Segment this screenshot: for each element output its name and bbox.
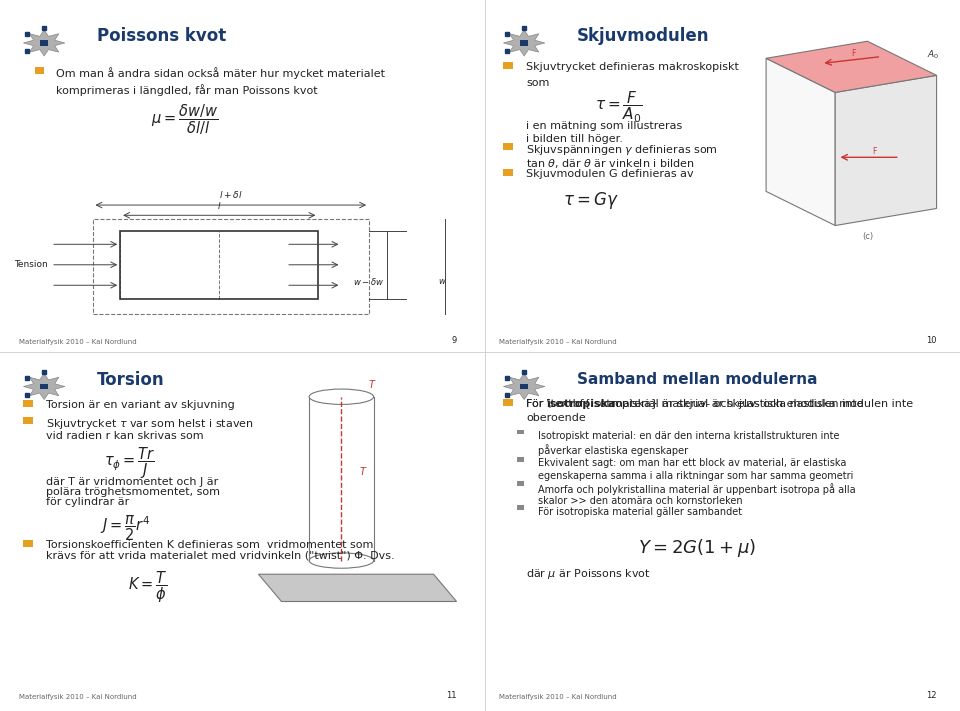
Text: Torsion: Torsion bbox=[97, 370, 165, 389]
Text: polära tröghetsmomentet, som: polära tröghetsmomentet, som bbox=[46, 487, 221, 497]
Text: T: T bbox=[369, 380, 375, 390]
Text: Skjuvspänningen $\gamma$ definieras som: Skjuvspänningen $\gamma$ definieras som bbox=[526, 144, 718, 157]
Bar bbox=[23, 417, 33, 424]
Text: Samband mellan modulerna: Samband mellan modulerna bbox=[577, 372, 818, 387]
Polygon shape bbox=[503, 30, 545, 56]
Text: som: som bbox=[526, 77, 550, 87]
Bar bbox=[23, 400, 33, 407]
Bar bbox=[503, 399, 513, 406]
Text: Skjuvmodulen G definieras av: Skjuvmodulen G definieras av bbox=[526, 169, 694, 179]
Bar bbox=[503, 144, 513, 150]
Text: Skjuvtrycket $\tau$ var som helst i staven: Skjuvtrycket $\tau$ var som helst i stav… bbox=[46, 417, 254, 431]
Text: F: F bbox=[872, 146, 876, 156]
Text: $\tau = \dfrac{F}{A_0}$: $\tau = \dfrac{F}{A_0}$ bbox=[595, 90, 642, 125]
Bar bbox=[92, 219, 369, 314]
Text: Materialfysik 2010 – Kai Nordlund: Materialfysik 2010 – Kai Nordlund bbox=[19, 339, 136, 345]
Bar bbox=[517, 481, 524, 486]
Text: där $\mu$ är Poissons kvot: där $\mu$ är Poissons kvot bbox=[526, 567, 651, 582]
Text: $l$: $l$ bbox=[217, 200, 222, 211]
Polygon shape bbox=[835, 75, 937, 225]
Text: Torsionskoefficienten K definieras som  vridmomentet som: Torsionskoefficienten K definieras som v… bbox=[46, 540, 373, 550]
Text: isotropiska: isotropiska bbox=[546, 399, 615, 409]
Polygon shape bbox=[23, 30, 65, 56]
Polygon shape bbox=[258, 574, 457, 602]
Bar bbox=[517, 506, 524, 510]
Bar bbox=[517, 429, 524, 434]
Text: i bilden till höger.: i bilden till höger. bbox=[526, 134, 623, 144]
Text: Materialfysik 2010 – Kai Nordlund: Materialfysik 2010 – Kai Nordlund bbox=[19, 695, 136, 700]
Text: $K = \dfrac{T}{\phi}$: $K = \dfrac{T}{\phi}$ bbox=[128, 569, 168, 604]
Bar bbox=[23, 540, 33, 547]
Bar bbox=[503, 63, 513, 69]
Text: T: T bbox=[360, 467, 366, 477]
Text: Poissons kvot: Poissons kvot bbox=[97, 27, 227, 45]
Text: $\tau_\phi = \dfrac{Tr}{J}$: $\tau_\phi = \dfrac{Tr}{J}$ bbox=[104, 445, 156, 481]
Text: oberoende: oberoende bbox=[526, 413, 587, 423]
Text: i en mätning som illustreras: i en mätning som illustreras bbox=[526, 122, 683, 132]
Bar bbox=[35, 67, 44, 74]
Text: Ekvivalent sagt: om man har ett block av material, är elastiska: Ekvivalent sagt: om man har ett block av… bbox=[538, 458, 847, 468]
Text: F: F bbox=[852, 49, 855, 58]
Bar bbox=[503, 169, 513, 176]
Bar bbox=[517, 456, 524, 461]
Text: 10: 10 bbox=[926, 336, 937, 345]
Ellipse shape bbox=[309, 553, 373, 568]
Text: vid radien r kan skrivas som: vid radien r kan skrivas som bbox=[46, 431, 204, 441]
Text: $w - \delta w$: $w - \delta w$ bbox=[353, 277, 384, 287]
Text: där T är vridmomentet och J är: där T är vridmomentet och J är bbox=[46, 477, 219, 487]
Bar bbox=[40, 384, 48, 389]
Text: komprimeras i längdled, får man Poissons kvot: komprimeras i längdled, får man Poissons… bbox=[56, 84, 318, 96]
Text: $J = \dfrac{\pi}{2}r^4$: $J = \dfrac{\pi}{2}r^4$ bbox=[100, 513, 150, 543]
Text: Tension: Tension bbox=[14, 260, 48, 269]
Text: Materialfysik 2010 – Kai Nordlund: Materialfysik 2010 – Kai Nordlund bbox=[499, 695, 616, 700]
Text: $A_0$: $A_0$ bbox=[927, 48, 940, 60]
Text: $l + \delta l$: $l + \delta l$ bbox=[219, 189, 243, 200]
Text: krävs för att vrida materialet med vridvinkeln ("twist") Φ. Dvs.: krävs för att vrida materialet med vridv… bbox=[46, 550, 396, 560]
Text: (c): (c) bbox=[862, 232, 873, 241]
Bar bbox=[520, 41, 528, 46]
Text: $Y = 2G(1+\mu)$: $Y = 2G(1+\mu)$ bbox=[638, 537, 756, 559]
Text: 11: 11 bbox=[446, 692, 457, 700]
Text: För: För bbox=[526, 399, 547, 409]
Text: $\mu = \dfrac{\delta w/w}{\delta l/l}$: $\mu = \dfrac{\delta w/w}{\delta l/l}$ bbox=[151, 102, 218, 137]
Text: Isotropiskt material: en där den interna kristallstrukturen inte: Isotropiskt material: en där den interna… bbox=[538, 431, 839, 441]
Bar bbox=[120, 230, 319, 299]
Text: $\tau = G\gamma$: $\tau = G\gamma$ bbox=[564, 190, 619, 210]
Text: $w$: $w$ bbox=[438, 277, 447, 287]
Text: egenskaperna samma i alla riktningar som har samma geometri: egenskaperna samma i alla riktningar som… bbox=[538, 471, 853, 481]
Polygon shape bbox=[23, 373, 65, 400]
Text: För \textbf{isotropiska} material är skjuv- och elastiska modulen inte: För \textbf{isotropiska} material är skj… bbox=[526, 399, 914, 409]
Text: skalor >> den atomära och kornstorleken: skalor >> den atomära och kornstorleken bbox=[538, 496, 743, 506]
Bar bbox=[40, 41, 48, 46]
Polygon shape bbox=[766, 41, 937, 92]
Bar bbox=[520, 384, 528, 389]
Text: material är skjuv- och elastiska modulen inte: material är skjuv- och elastiska modulen… bbox=[612, 399, 863, 409]
Ellipse shape bbox=[309, 389, 373, 405]
Text: Skjuvmodulen: Skjuvmodulen bbox=[577, 27, 709, 45]
Text: Amorfa och polykristallina material är uppenbart isotropa på alla: Amorfa och polykristallina material är u… bbox=[538, 483, 855, 495]
Text: Torsion är en variant av skjuvning: Torsion är en variant av skjuvning bbox=[46, 400, 235, 410]
Polygon shape bbox=[503, 373, 545, 400]
Text: Om man å andra sidan också mäter hur mycket materialet: Om man å andra sidan också mäter hur myc… bbox=[56, 67, 385, 79]
Text: För isotropiska material gäller sambandet: För isotropiska material gäller sambande… bbox=[538, 507, 742, 517]
Text: Skjuvtrycket definieras makroskopiskt: Skjuvtrycket definieras makroskopiskt bbox=[526, 63, 739, 73]
Text: 9: 9 bbox=[451, 336, 457, 345]
Text: påverkar elastiska egenskaper: påverkar elastiska egenskaper bbox=[538, 444, 688, 456]
Text: 12: 12 bbox=[926, 692, 937, 700]
Polygon shape bbox=[766, 58, 835, 225]
Text: Materialfysik 2010 – Kai Nordlund: Materialfysik 2010 – Kai Nordlund bbox=[499, 339, 616, 345]
Text: tan $\theta$, där $\theta$ är vinkeln i bilden: tan $\theta$, där $\theta$ är vinkeln i … bbox=[526, 156, 695, 170]
Text: för cylindrar är: för cylindrar är bbox=[46, 498, 130, 508]
